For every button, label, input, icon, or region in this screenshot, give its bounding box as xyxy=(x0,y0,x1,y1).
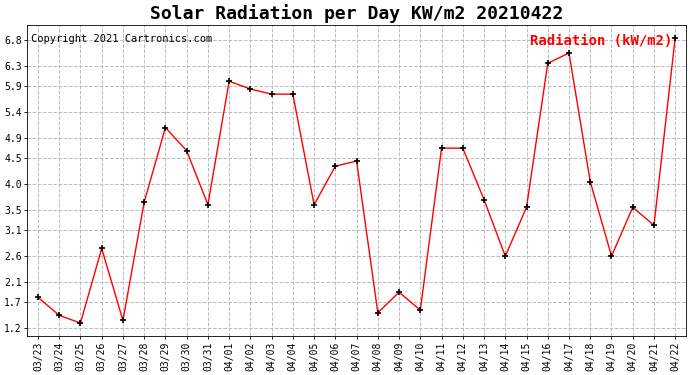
Title: Solar Radiation per Day KW/m2 20210422: Solar Radiation per Day KW/m2 20210422 xyxy=(150,4,563,23)
Text: Copyright 2021 Cartronics.com: Copyright 2021 Cartronics.com xyxy=(30,34,212,44)
Text: Radiation (kW/m2): Radiation (kW/m2) xyxy=(531,34,673,48)
